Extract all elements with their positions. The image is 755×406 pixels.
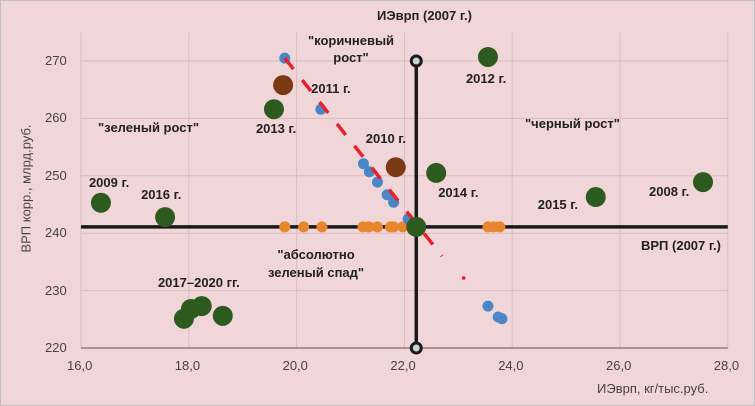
point-label: 2009 г.: [88, 174, 130, 190]
blue-point: [482, 300, 494, 312]
orange-point: [388, 221, 400, 233]
y-tick-label: 240: [45, 225, 67, 241]
x-tick-label: 20,0: [282, 358, 308, 373]
green-point: [477, 46, 498, 67]
point-label: 2016 г.: [141, 187, 182, 203]
orange-point: [279, 221, 291, 233]
reference-line-endpoint: [409, 54, 423, 68]
orange-point: [494, 221, 506, 233]
point-label: 2011 г.: [311, 81, 351, 97]
orange-point: [316, 221, 328, 233]
green-point: [426, 162, 447, 183]
y-tick-label: 260: [45, 110, 67, 126]
quadrant-label-green-decline: "абсолютно зеленый спад": [267, 247, 365, 280]
green-point: [212, 305, 233, 326]
quadrant-label-brown-growth: "коричневый рост": [307, 33, 395, 65]
y-tick-label: 230: [45, 282, 67, 298]
y-axis-title: ВРП корр., млрд.руб.: [18, 124, 34, 253]
ref-y-label: ВРП (2007 г.): [641, 238, 721, 253]
y-tick-label: 270: [45, 53, 67, 68]
green-point: [693, 172, 714, 193]
green-point: [90, 192, 111, 213]
x-axis-title: ИЭврп, кг/тыс.руб.: [597, 381, 709, 396]
orange-point: [397, 221, 409, 233]
x-tick-label: 22,0: [390, 358, 416, 373]
quadrant-label-black-growth: "черный рост": [525, 116, 620, 131]
green-point: [155, 207, 176, 228]
point-label: 2013 г.: [255, 121, 297, 137]
orange-point: [371, 221, 383, 233]
blue-point: [357, 158, 369, 170]
green-point: [191, 296, 212, 317]
blue-point: [496, 313, 508, 325]
green-point: [263, 99, 284, 120]
reference-line-endpoint: [409, 341, 423, 355]
x-tick-label: 28,0: [713, 358, 740, 373]
y-tick-label: 250: [45, 167, 67, 183]
trend-dot: [461, 276, 466, 280]
x-tick-label: 18,0: [174, 358, 201, 373]
point-label: 2012 г.: [465, 70, 507, 86]
quadrant-label-green-growth: "зеленый рост": [98, 120, 200, 135]
point-label: 2010 г.: [365, 131, 407, 147]
green-point: [406, 216, 427, 237]
x-tick-label: 26,0: [606, 358, 632, 373]
point-label: 2017–2020 гг.: [157, 274, 240, 290]
brown-point: [273, 75, 294, 96]
orange-point: [298, 221, 310, 233]
green-point: [585, 187, 606, 208]
y-tick-label: 220: [45, 340, 67, 355]
x-tick-label: 24,0: [498, 358, 524, 373]
point-label: 2008 г.: [649, 184, 690, 200]
ref-x-label: ИЭврп (2007 г.): [377, 8, 472, 23]
orange-point: [363, 221, 375, 233]
brown-point: [385, 157, 406, 178]
point-label: 2015 г.: [537, 197, 578, 213]
blue-point: [371, 176, 383, 188]
point-label: 2014 г.: [438, 184, 479, 200]
x-tick-label: 16,0: [67, 358, 93, 373]
